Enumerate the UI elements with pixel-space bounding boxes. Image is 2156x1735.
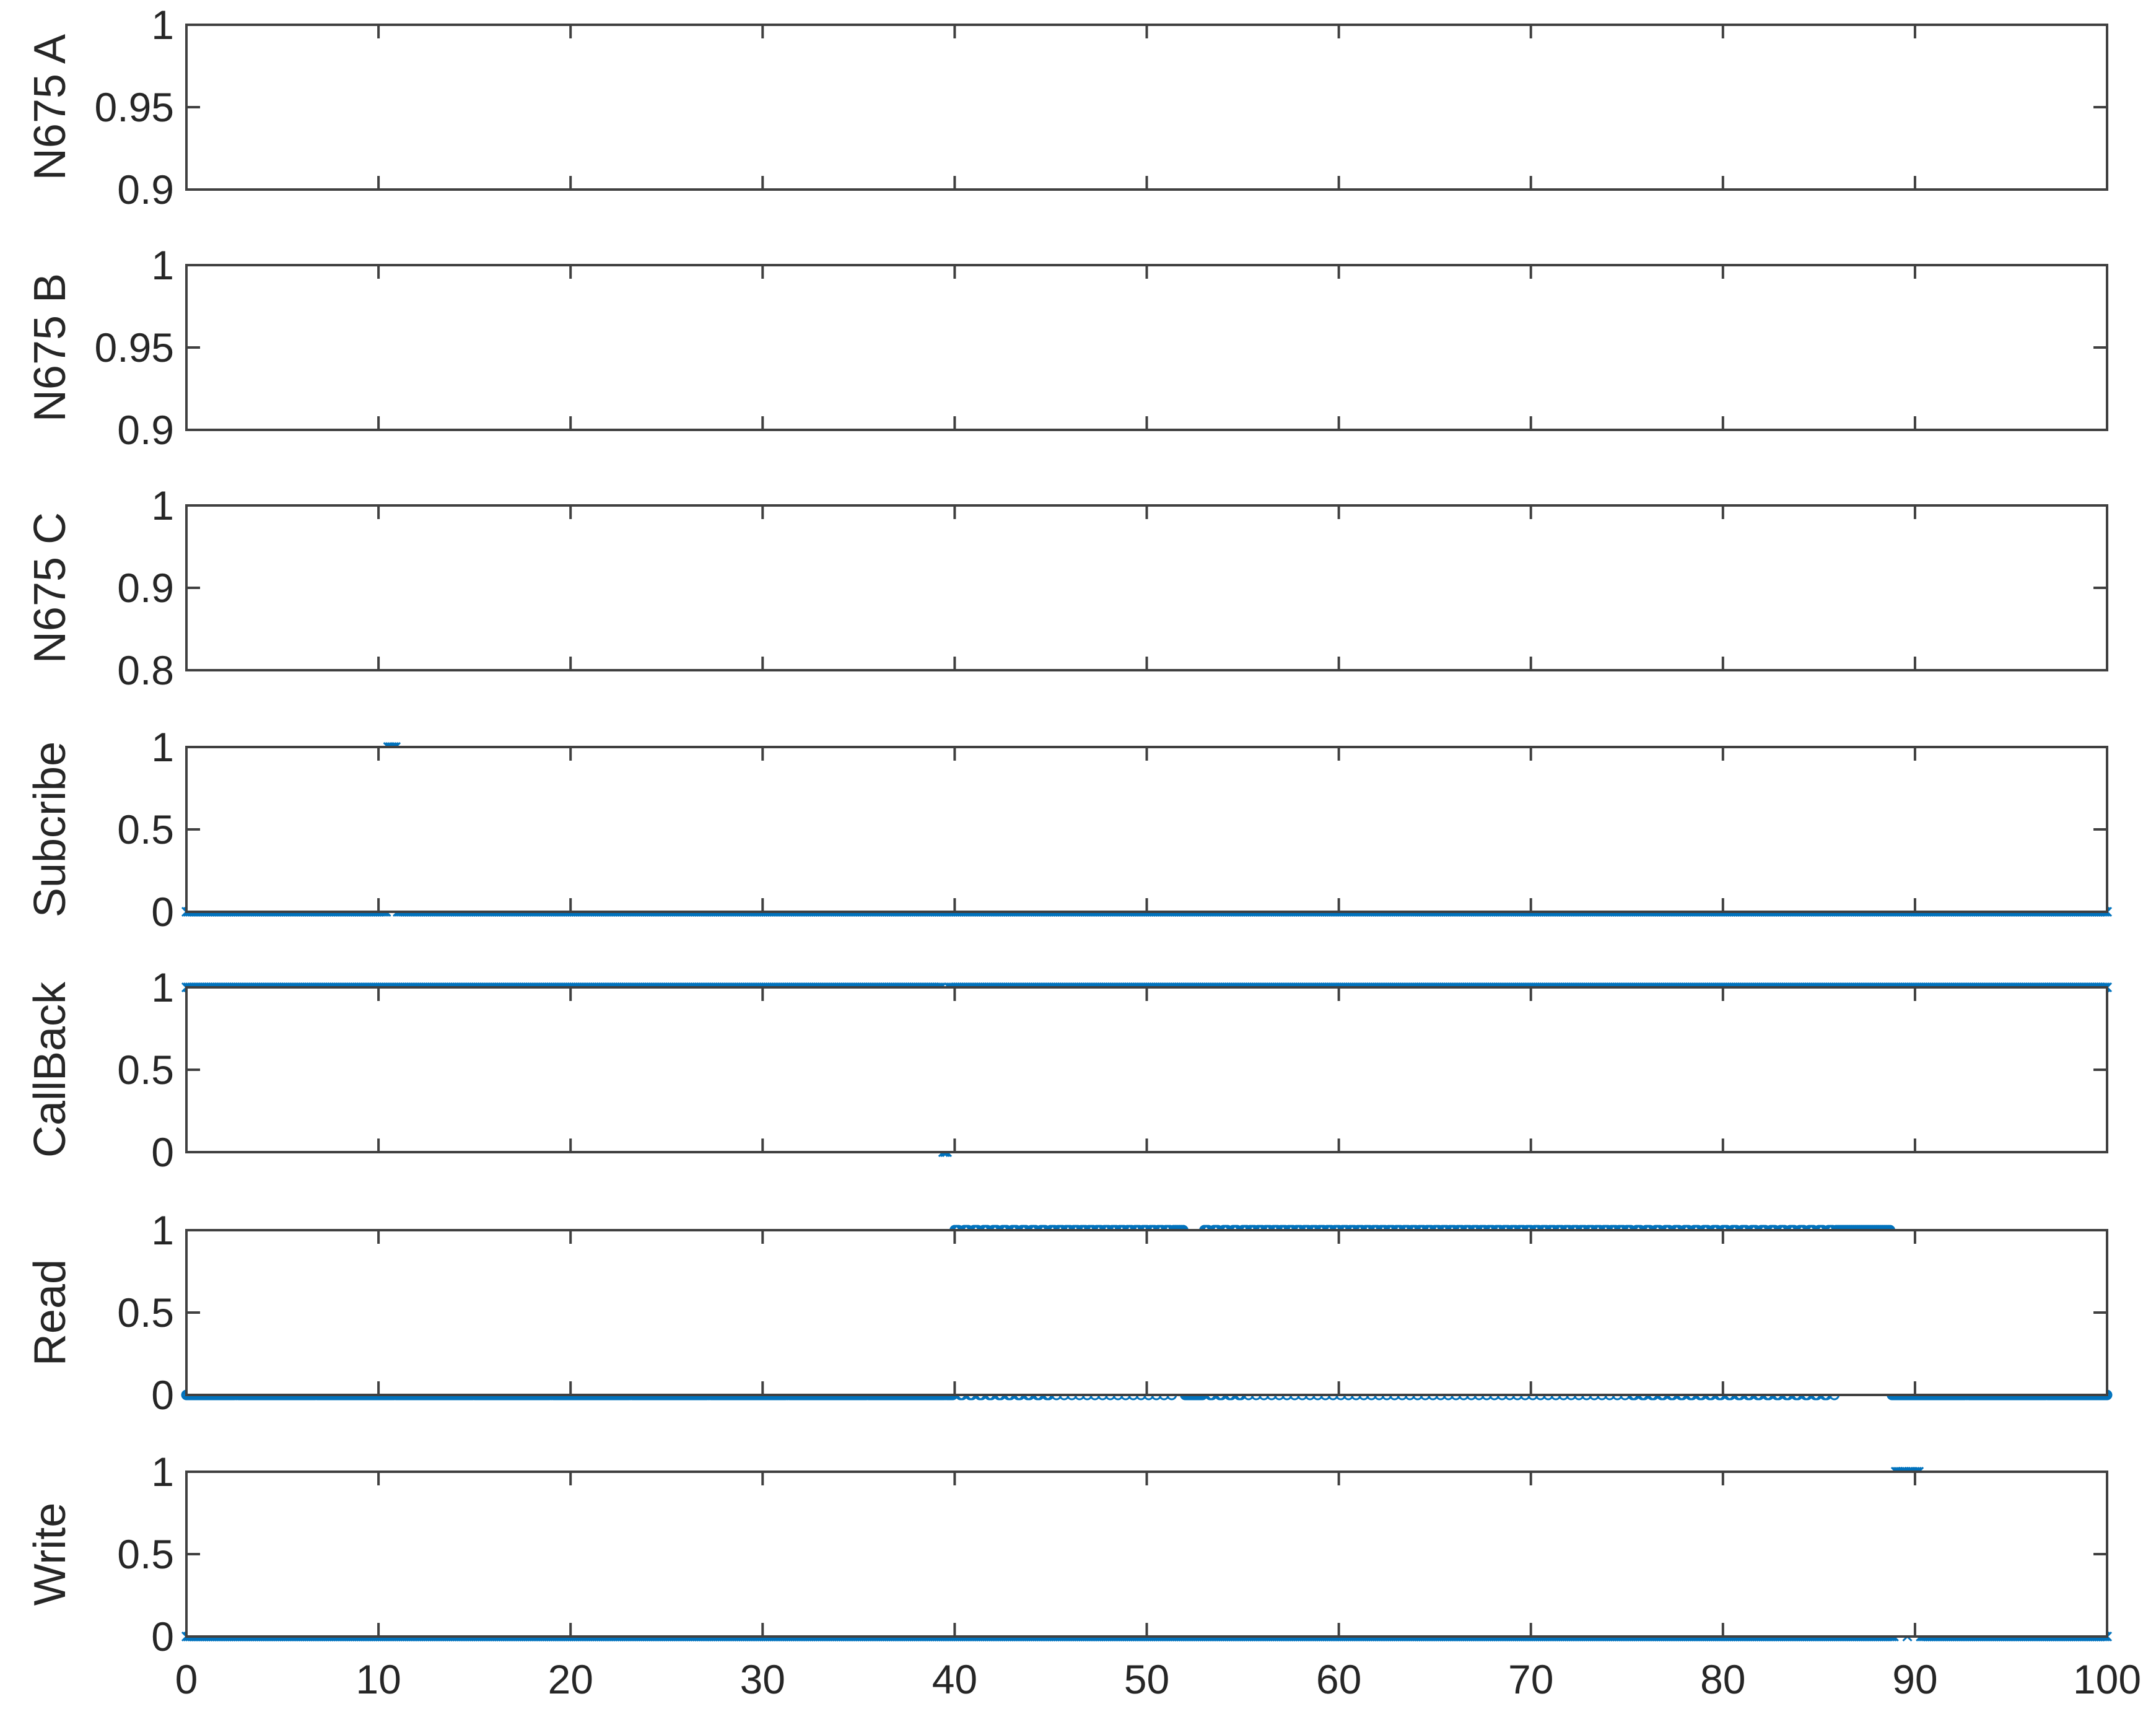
axes-box (185, 1471, 2108, 1638)
y-tick-label: 0.5 (117, 1531, 174, 1577)
y-tick-label: 0.9 (117, 167, 174, 212)
y-tick-label: 1 (151, 1207, 174, 1253)
shared-x-axis: 0 10 20 30 40 50 60 70 80 90 100 (175, 1656, 2141, 1702)
y-axis-label: N675 B (25, 273, 75, 422)
x-tick-label: 50 (1124, 1656, 1169, 1702)
y-axis-label: N675 A (25, 34, 75, 180)
y-axis-label: Read (25, 1259, 75, 1366)
y-tick-label: 0 (151, 1614, 174, 1659)
subplot-2: 0.9 0.95 1 N675 B (25, 242, 2108, 453)
axes-box (185, 264, 2108, 431)
y-tick-label: 0.5 (117, 806, 174, 852)
y-tick-label: 0.9 (117, 407, 174, 453)
x-tick-label: 60 (1316, 1656, 1361, 1702)
axes-box (185, 746, 2108, 913)
subplot-1: 0.9 0.95 1 N675 A (25, 2, 2108, 212)
subplot-5: 0 0.5 1 CallBack (25, 964, 2113, 1175)
y-axis-label: N675 C (25, 512, 75, 663)
x-tick-label: 20 (548, 1656, 593, 1702)
subplot-6: 0 0.5 1 Read (25, 1207, 2113, 1418)
x-tick-label: 70 (1508, 1656, 1553, 1702)
y-tick-label: 1 (151, 724, 174, 770)
x-tick-label: 10 (356, 1656, 401, 1702)
subplot-7: 0 0.5 1 Write (25, 1449, 2113, 1659)
y-axis-label: Subcribe (25, 741, 75, 917)
y-tick-label: 0.95 (95, 325, 174, 370)
y-tick-label: 0.95 (95, 84, 174, 130)
axes-box (185, 24, 2108, 191)
y-tick-label: 0.5 (117, 1290, 174, 1335)
x-tick-label: 30 (740, 1656, 785, 1702)
y-tick-label: 1 (151, 1449, 174, 1495)
x-tick-label: 0 (175, 1656, 198, 1702)
axes-box (185, 504, 2108, 671)
y-tick-label: 0.5 (117, 1047, 174, 1093)
y-tick-label: 0 (151, 1372, 174, 1418)
y-tick-label: 1 (151, 964, 174, 1010)
y-tick-label: 0.9 (117, 565, 174, 611)
axes-box (185, 986, 2108, 1153)
x-tick-label: 80 (1700, 1656, 1745, 1702)
axes-box (185, 1229, 2108, 1396)
y-tick-label: 0 (151, 1129, 174, 1175)
y-tick-label: 1 (151, 2, 174, 48)
subplot-3: 0.8 0.9 1 N675 C (25, 483, 2108, 693)
y-axis-label: CallBack (25, 981, 75, 1158)
subplot-4: 0 0.5 1 Subcribe (25, 724, 2113, 935)
y-tick-label: 0 (151, 889, 174, 935)
x-tick-label: 90 (1892, 1656, 1937, 1702)
y-tick-label: 0.8 (117, 647, 174, 693)
x-tick-label: 40 (932, 1656, 977, 1702)
y-tick-label: 1 (151, 483, 174, 528)
subplot-stack: 0.9 0.95 1 N675 A 0.9 0.95 1 N675 B 0.8 0.9 1 N675 … (25, 2, 2113, 1659)
y-axis-label: Write (25, 1503, 75, 1606)
x-tick-label: 100 (2073, 1656, 2141, 1702)
y-tick-label: 1 (151, 242, 174, 288)
